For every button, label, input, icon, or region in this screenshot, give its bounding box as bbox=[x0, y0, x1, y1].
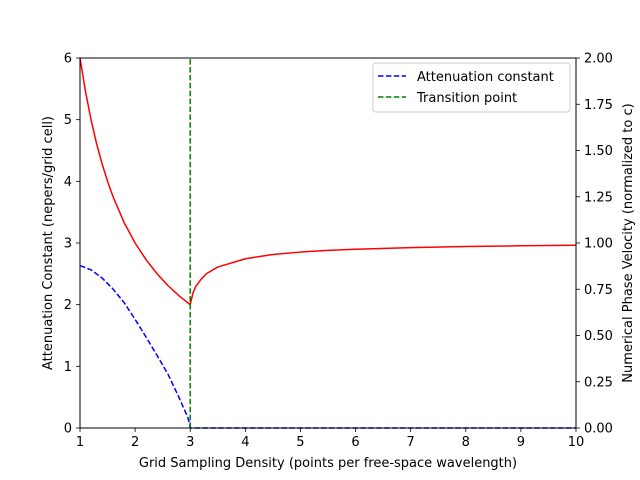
y-left-tick-label: 0 bbox=[64, 422, 72, 437]
x-tick-label: 10 bbox=[568, 435, 585, 450]
y-axis-label-left: Attenuation Constant (nepers/grid cell) bbox=[41, 116, 56, 370]
y-left-tick-label: 4 bbox=[64, 175, 72, 190]
y-right-tick-label: 0.25 bbox=[584, 375, 613, 390]
y-right-tick-label: 2.00 bbox=[584, 52, 613, 67]
x-tick-label: 1 bbox=[76, 435, 84, 450]
legend-box bbox=[372, 62, 571, 113]
y-right-tick-label: 1.25 bbox=[584, 190, 613, 205]
x-tick-label: 2 bbox=[131, 435, 139, 450]
y-ticks-right: 0.00 0.25 0.50 0.75 1.00 1.25 1.50 1.75 2.00 bbox=[576, 52, 613, 437]
y-left-tick-label: 5 bbox=[64, 113, 72, 128]
x-tick-label: 4 bbox=[241, 435, 249, 450]
x-tick-label: 8 bbox=[462, 435, 470, 450]
y-right-tick-label: 0.50 bbox=[584, 329, 613, 344]
x-axis-label: Grid Sampling Density (points per free-s… bbox=[139, 456, 517, 471]
x-tick-label: 7 bbox=[407, 435, 415, 450]
x-ticks: 1 2 3 4 5 6 7 8 9 10 bbox=[76, 428, 584, 450]
x-tick-label: 5 bbox=[296, 435, 304, 450]
x-tick-label: 9 bbox=[517, 435, 525, 450]
y-right-tick-label: 0.00 bbox=[584, 422, 613, 437]
legend: Attenuation constant Transition point bbox=[372, 62, 571, 113]
y-left-tick-label: 2 bbox=[64, 298, 72, 313]
y-left-tick-label: 3 bbox=[64, 237, 72, 252]
legend-label-transition: Transition point bbox=[416, 91, 517, 106]
y-left-tick-label: 6 bbox=[64, 52, 72, 67]
x-tick-label: 3 bbox=[186, 435, 194, 450]
legend-label-attenuation: Attenuation constant bbox=[417, 70, 554, 85]
y-ticks-left: 0 1 2 3 4 5 6 bbox=[64, 52, 80, 437]
y-right-tick-label: 0.75 bbox=[584, 283, 613, 298]
y-axis-label-right: Numerical Phase Velocity (normalized to … bbox=[621, 103, 636, 382]
y-right-tick-label: 1.75 bbox=[584, 98, 613, 113]
x-tick-label: 6 bbox=[351, 435, 359, 450]
y-left-tick-label: 1 bbox=[64, 360, 72, 375]
y-right-tick-label: 1.00 bbox=[584, 237, 613, 252]
y-right-tick-label: 1.50 bbox=[584, 144, 613, 159]
